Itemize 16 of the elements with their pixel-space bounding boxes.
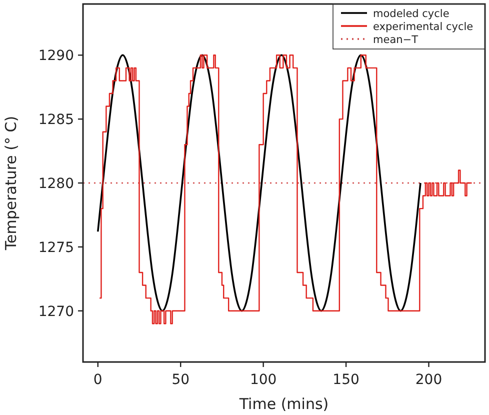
y-axis-title: Temperature (° C) — [2, 116, 20, 252]
x-tick-label: 0 — [93, 372, 102, 388]
legend-label: modeled cycle — [373, 8, 450, 20]
y-tick-label: 1275 — [38, 240, 74, 256]
x-axis-title: Time (mins) — [238, 395, 329, 413]
y-tick-label: 1280 — [38, 176, 74, 192]
x-tick-label: 50 — [172, 372, 190, 388]
y-tick-label: 1290 — [38, 48, 74, 64]
legend-label: mean−T — [373, 34, 419, 46]
line-series — [96, 54, 422, 312]
x-tick-label: 100 — [250, 372, 277, 388]
x-tick-label: 200 — [415, 372, 442, 388]
y-tick-label: 1270 — [38, 304, 74, 320]
x-tick-label: 150 — [332, 372, 360, 388]
y-tick-label: 1285 — [38, 112, 74, 128]
legend-label: experimental cycle — [373, 21, 474, 33]
